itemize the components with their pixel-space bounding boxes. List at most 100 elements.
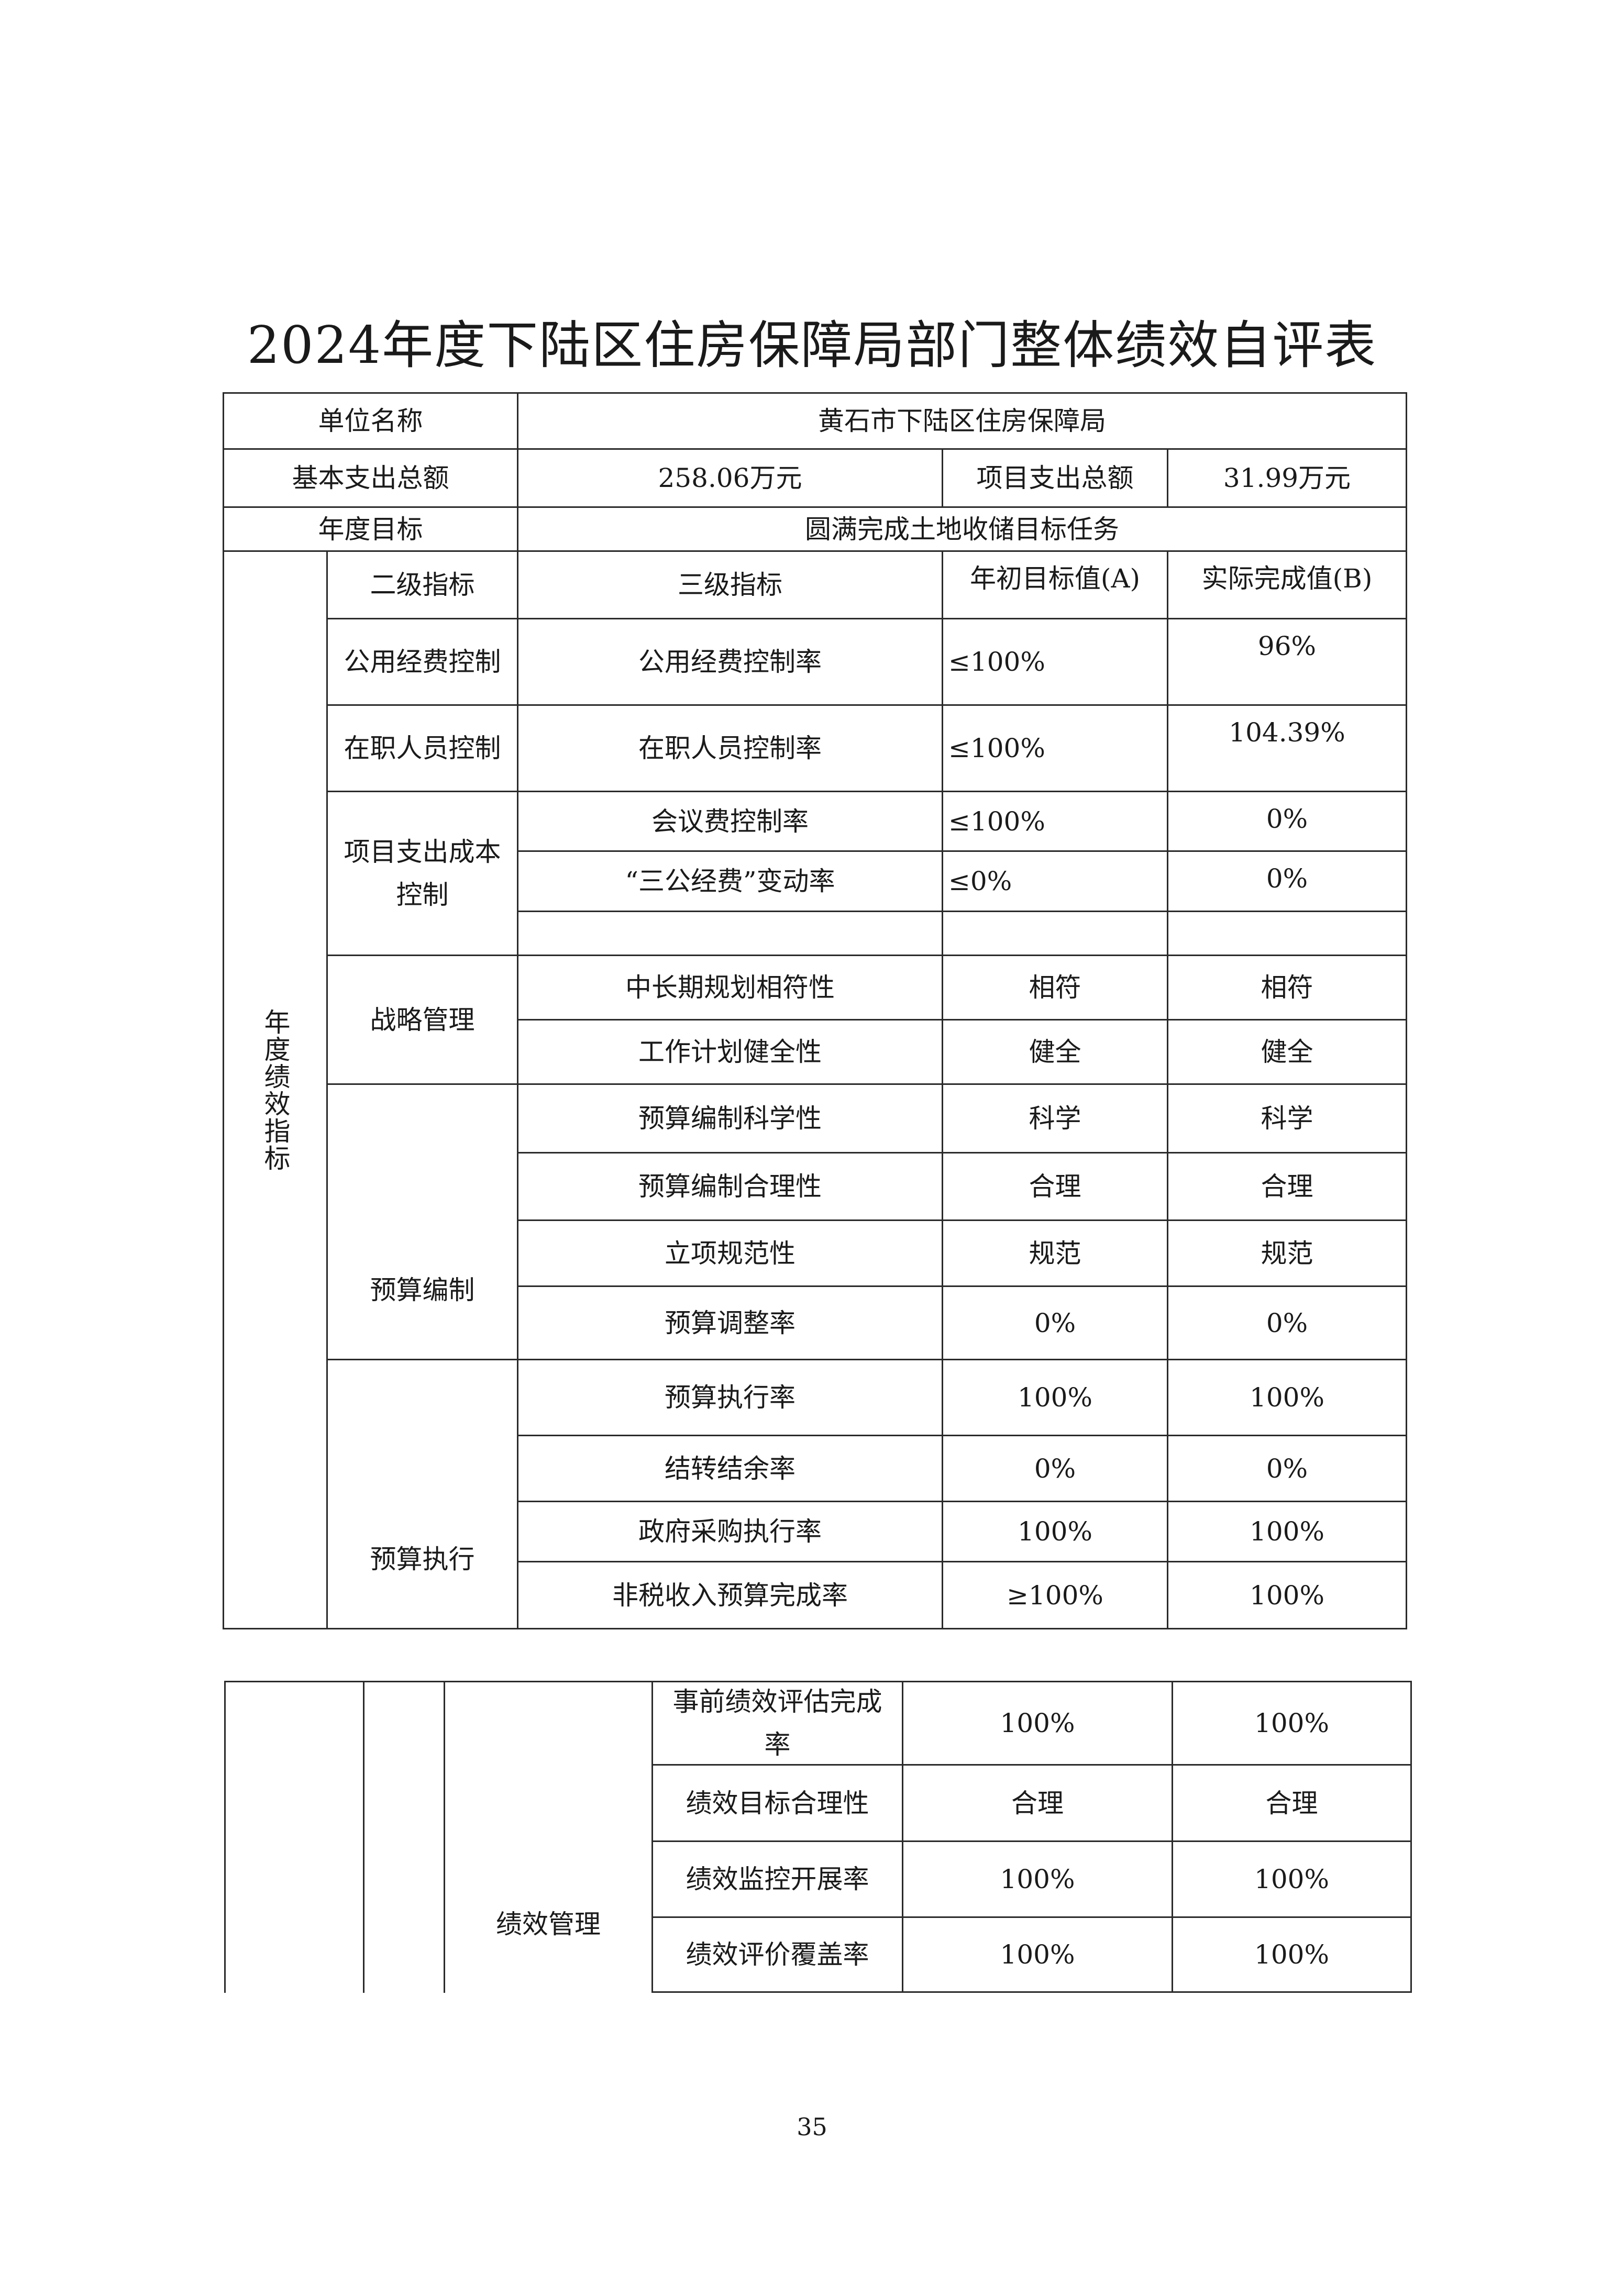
table-row-actual: 0%: [1167, 1435, 1407, 1502]
table-row-target: 100%: [902, 1681, 1173, 1766]
continuation-blank-col-1: [224, 1681, 364, 1993]
table-row-indicator-text: 预算编制科学性: [638, 1103, 822, 1134]
project-expense-label-text: 项目支出总额: [976, 463, 1134, 493]
table-row-indicator-text: 公用经费控制率: [638, 647, 822, 677]
header-target: 年初目标值(A): [942, 550, 1168, 619]
project-expense-value: 31.99万元: [1167, 448, 1407, 508]
group-label: 项目支出成本控制: [326, 791, 518, 956]
table-row-actual: 100%: [1167, 1561, 1407, 1629]
table-row-indicator-text: 政府采购执行率: [638, 1516, 822, 1547]
project-expense-value-text: 31.99万元: [1223, 463, 1351, 493]
table-row-target-text: 100%: [1018, 1516, 1092, 1547]
table-row-actual: 健全: [1167, 1019, 1407, 1085]
header-level3-text: 三级指标: [678, 570, 782, 600]
table-row-target: 合理: [942, 1152, 1168, 1221]
table-row-indicator: 公用经费控制率: [517, 618, 943, 706]
table-row-indicator-text: 预算编制合理性: [638, 1171, 822, 1202]
basic-expense-value: 258.06万元: [517, 448, 943, 508]
table-row-actual: 合理: [1167, 1152, 1407, 1221]
table-row-actual: 100%: [1167, 1359, 1407, 1436]
table-row-actual-text: 100%: [1254, 1708, 1329, 1738]
group-label-text: 在职人员控制: [344, 733, 501, 763]
table-row-indicator-text: 预算调整率: [665, 1307, 796, 1338]
header-level2: 二级指标: [326, 550, 518, 619]
table-row-target-text: 0%: [1034, 1453, 1076, 1484]
table-row-actual-text: 96%: [1257, 631, 1317, 661]
table-row-target-text: 合理: [1011, 1788, 1064, 1818]
table-row-actual-text: 合理: [1265, 1788, 1318, 1818]
annual-goal-value: 圆满完成土地收储目标任务: [517, 506, 1407, 552]
table-row-target-text: 健全: [1029, 1037, 1081, 1067]
table-row-indicator-text: “三公经费”变动率: [625, 866, 835, 896]
table-row-target: ≤100%: [942, 704, 1168, 792]
table-row-target-text: 科学: [1029, 1103, 1081, 1134]
group-label: 预算执行: [326, 1359, 518, 1629]
table-row-target-text: ≤100%: [948, 733, 1045, 763]
group-label: 公用经费控制: [326, 618, 518, 706]
table-row-actual: 0%: [1167, 1285, 1407, 1360]
table-row-target: 0%: [942, 1285, 1168, 1360]
header-level3: 三级指标: [517, 550, 943, 619]
table-row-indicator-text: 绩效监控开展率: [686, 1864, 869, 1894]
table-row-indicator: 非税收入预算完成率: [517, 1561, 943, 1629]
section-label-annual-indicators: 年度绩效指标: [223, 550, 328, 1629]
group-label-text: 公用经费控制: [344, 647, 501, 677]
table-row-indicator-text: 事前绩效评估完成率: [672, 1687, 882, 1760]
table-row-actual: 规范: [1167, 1219, 1407, 1287]
table-row-target: 科学: [942, 1083, 1168, 1153]
group-label-text: 项目支出成本控制: [344, 837, 501, 910]
table-row-actual: 科学: [1167, 1083, 1407, 1153]
group-label: 绩效管理: [444, 1681, 653, 1993]
table-row-indicator: 结转结余率: [517, 1435, 943, 1502]
table-row-actual: 0%: [1167, 850, 1407, 912]
basic-expense-value-text: 258.06万元: [658, 463, 802, 493]
table-row-actual: 104.39%: [1167, 704, 1407, 792]
table-row-indicator-text: 立项规范性: [665, 1238, 796, 1269]
table-row-target-text: 100%: [1000, 1708, 1075, 1738]
table-row-actual-text: 100%: [1254, 1864, 1329, 1894]
group-label-text: 预算编制: [370, 1275, 475, 1305]
page-title: 2024年度下陆区住房保障局部门整体绩效自评表: [247, 316, 1377, 375]
table-row-actual: 96%: [1167, 618, 1407, 706]
table-row-actual: 100%: [1172, 1916, 1412, 1993]
table-row-target: 健全: [942, 1019, 1168, 1085]
table-row-actual: 0%: [1167, 791, 1407, 852]
table-row-actual: 合理: [1172, 1764, 1412, 1842]
group-label-text: 绩效管理: [496, 1909, 601, 1939]
header-actual: 实际完成值(B): [1167, 550, 1407, 619]
table-row-indicator: 预算编制合理性: [517, 1152, 943, 1221]
table-row-actual-text: 0%: [1266, 1307, 1308, 1338]
table-row-target: ≤100%: [942, 618, 1168, 706]
table-row-actual-text: 100%: [1250, 1516, 1324, 1547]
table-row-indicator: 预算调整率: [517, 1285, 943, 1360]
annual-goal-label-text: 年度目标: [318, 514, 423, 545]
table-row-indicator: 绩效目标合理性: [651, 1764, 903, 1842]
group-label: 在职人员控制: [326, 704, 518, 792]
basic-expense-label: 基本支出总额: [223, 448, 518, 508]
table-row-target-text: 100%: [1000, 1864, 1075, 1894]
table-row-actual-text: 相符: [1261, 972, 1313, 1003]
table-row-target: 规范: [942, 1219, 1168, 1287]
table-row-actual-text: 104.39%: [1229, 717, 1345, 748]
table-row-target-text: 规范: [1029, 1238, 1081, 1269]
table-row-indicator-text: 预算执行率: [665, 1382, 796, 1413]
table-row-actual-text: 0%: [1266, 804, 1308, 834]
group-label-text: 战略管理: [370, 1004, 475, 1035]
table-row-target: 合理: [902, 1764, 1173, 1842]
table-row-target: [942, 911, 1168, 956]
table-row-actual-text: 100%: [1250, 1580, 1324, 1611]
page-number: 35: [797, 2113, 827, 2141]
section-label-annual-indicators-text: 年度绩效指标: [260, 1008, 291, 1172]
group-label-text: 预算执行: [370, 1544, 475, 1574]
header-actual-text: 实际完成值(B): [1201, 563, 1373, 594]
basic-expense-label-text: 基本支出总额: [292, 463, 449, 493]
table-row-actual: 100%: [1167, 1501, 1407, 1562]
table-row-indicator: 中长期规划相符性: [517, 955, 943, 1021]
table-row-indicator: 在职人员控制率: [517, 704, 943, 792]
table-row-actual: 100%: [1172, 1840, 1412, 1918]
header-target-text: 年初目标值(A): [969, 563, 1141, 594]
table-row-actual-text: 健全: [1261, 1037, 1313, 1067]
table-row-indicator: 会议费控制率: [517, 791, 943, 852]
table-row-actual-text: 100%: [1254, 1939, 1329, 1970]
table-row-indicator: 事前绩效评估完成率: [651, 1681, 903, 1766]
